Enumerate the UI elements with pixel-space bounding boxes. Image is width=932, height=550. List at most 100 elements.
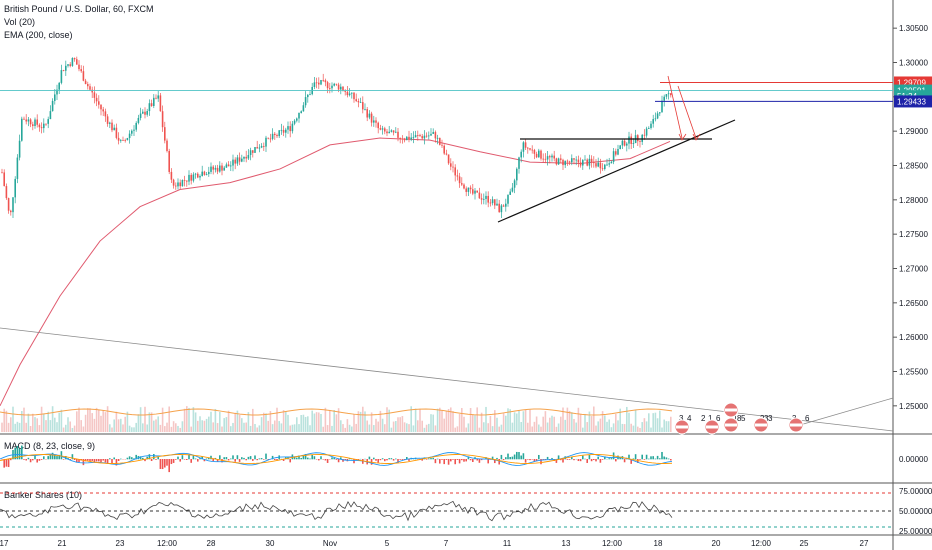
- time-tick-label: 18: [654, 539, 663, 548]
- volume-bar: [188, 407, 190, 432]
- volume-bar: [335, 414, 338, 432]
- volume-bar: [465, 427, 467, 432]
- macd-histogram-bar: [524, 459, 527, 463]
- candle-body: [157, 95, 159, 99]
- candle-body: [348, 93, 351, 96]
- volume-indicator-label[interactable]: Vol (20): [4, 17, 36, 27]
- candle-body: [232, 159, 234, 166]
- macd-histogram-bar: [663, 456, 665, 460]
- volume-bar: [104, 412, 107, 432]
- event-count-label: 3: [679, 414, 684, 423]
- macd-histogram-bar: [102, 459, 104, 461]
- macd-histogram-bar: [192, 455, 195, 460]
- candle-body: [562, 159, 564, 166]
- candle-body: [269, 138, 272, 140]
- candle-body: [590, 158, 593, 162]
- candle-body: [375, 120, 377, 123]
- time-tick-label: 30: [266, 539, 275, 548]
- candle-body: [252, 150, 254, 153]
- candle-body: [227, 164, 230, 167]
- volume-bar: [25, 422, 27, 432]
- flag-stripe: [676, 425, 688, 429]
- macd-histogram-bar: [408, 459, 410, 461]
- volume-bar: [663, 419, 665, 432]
- macd-histogram-bar: [507, 453, 509, 460]
- volume-bar: [3, 408, 5, 432]
- macd-histogram-bar: [604, 456, 606, 460]
- volume-bar: [194, 412, 197, 432]
- candle-body: [458, 176, 461, 184]
- candle-body: [27, 119, 30, 122]
- time-tick-label: 12:00: [157, 539, 178, 548]
- symbol-title[interactable]: British Pound / U.S. Dollar, 60, FXCM: [4, 4, 154, 14]
- volume-bar: [249, 425, 252, 432]
- volume-bar: [410, 406, 412, 432]
- candle-body: [172, 179, 175, 186]
- volume-bar: [157, 416, 159, 432]
- volume-bar: [377, 421, 379, 432]
- candle-body: [527, 147, 529, 149]
- macd-histogram-bar: [164, 459, 166, 468]
- ema-indicator-label[interactable]: EMA (200, close): [4, 30, 73, 40]
- volume-bar: [56, 422, 58, 432]
- candle-body: [201, 171, 203, 177]
- macd-histogram-bar: [238, 459, 241, 462]
- candle-body: [14, 178, 16, 198]
- macd-histogram-bar: [320, 456, 322, 460]
- candle-body: [544, 158, 547, 160]
- candle-body: [412, 137, 415, 139]
- sentiment-indicator-label[interactable]: Banker Shares (10): [4, 490, 83, 500]
- volume-bar: [357, 411, 360, 432]
- macd-histogram-bar: [650, 456, 652, 460]
- macd-histogram-bar: [117, 459, 120, 461]
- volume-bar: [298, 424, 300, 432]
- volume-bar: [282, 410, 285, 432]
- candle-body: [320, 79, 322, 85]
- candle-body: [192, 174, 195, 181]
- macd-histogram-bar: [263, 459, 265, 460]
- candle-body: [181, 180, 184, 187]
- candle-body: [124, 140, 126, 141]
- price-tick-label: 1.30000: [899, 59, 928, 68]
- macd-histogram-bar: [522, 453, 525, 460]
- macd-histogram-bar: [142, 457, 144, 460]
- price-tick-label: 1.26500: [899, 299, 928, 308]
- volume-bar: [115, 411, 118, 432]
- chart-legend: British Pound / U.S. Dollar, 60, FXCM Vo…: [4, 3, 154, 42]
- candle-body: [115, 127, 118, 138]
- macd-histogram-bar: [91, 459, 93, 461]
- candle-body: [650, 123, 652, 129]
- macd-indicator-label[interactable]: MACD (8, 23, close, 9): [4, 441, 96, 451]
- candle-body: [386, 131, 388, 134]
- candle-body: [212, 166, 214, 170]
- volume-bar: [87, 408, 89, 432]
- macd-histogram-bar: [111, 459, 113, 464]
- volume-bar: [175, 423, 177, 432]
- time-tick-label: 11: [503, 539, 512, 548]
- volume-bar: [527, 422, 529, 432]
- candle-body: [267, 137, 269, 139]
- macd-histogram-bar: [302, 455, 305, 460]
- macd-histogram-bar: [271, 455, 274, 460]
- volume-bar: [137, 414, 140, 432]
- macd-histogram-bar: [27, 457, 30, 460]
- volume-bar: [575, 422, 577, 432]
- volume-bar: [254, 423, 256, 432]
- macd-histogram-bar: [304, 454, 307, 460]
- volume-bar: [619, 408, 621, 432]
- macd-histogram-bar: [518, 452, 520, 460]
- volume-bar: [153, 420, 155, 432]
- macd-histogram-bar: [562, 459, 564, 463]
- volume-bar: [210, 411, 212, 432]
- candle-body: [91, 89, 93, 93]
- volume-bar: [386, 407, 388, 432]
- volume-bar: [69, 421, 71, 432]
- volume-bar: [544, 411, 547, 432]
- volume-bar: [232, 422, 234, 432]
- volume-bar: [533, 421, 536, 432]
- volume-bar: [366, 420, 368, 432]
- projection-arrowhead: [678, 133, 687, 141]
- volume-bar: [557, 423, 560, 432]
- volume-bar: [269, 411, 272, 432]
